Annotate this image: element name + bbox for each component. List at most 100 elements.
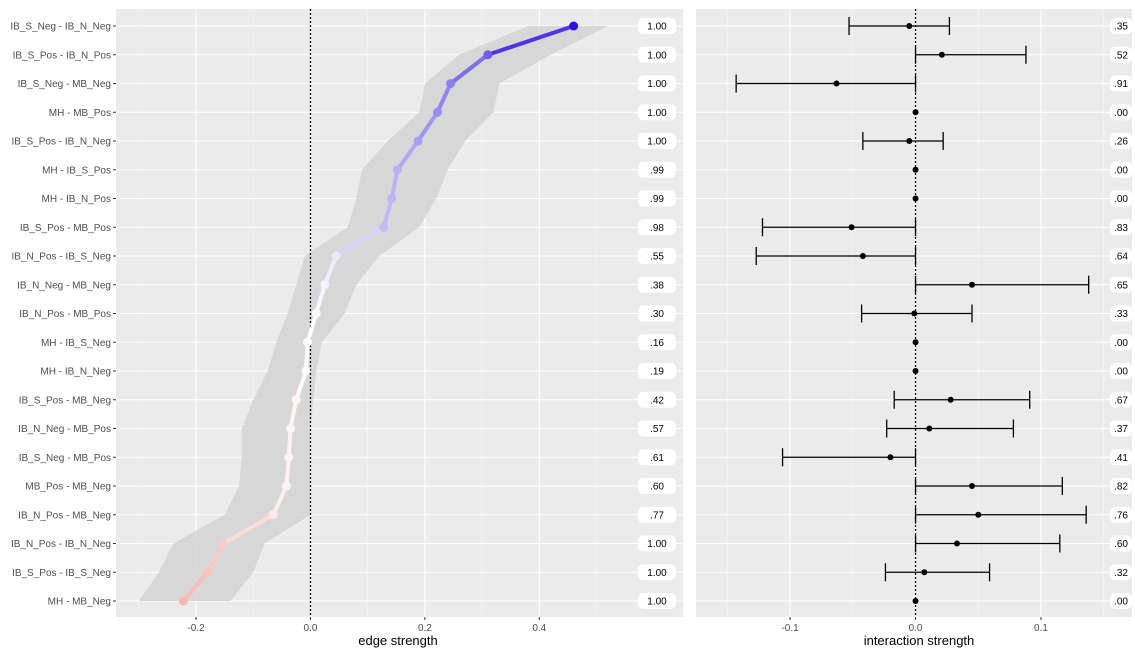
left-value-label: .57 (650, 424, 664, 435)
left-x-tick-label: 0.4 (532, 623, 546, 634)
right-label-box (1110, 593, 1132, 609)
left-x-tick-label: 0.2 (418, 623, 432, 634)
interaction-point (938, 51, 945, 58)
right-label-box (1110, 46, 1132, 63)
edge-line-segment (314, 282, 327, 316)
left-label-box (638, 535, 676, 552)
left-value-label: .99 (650, 165, 664, 176)
right-label-box (1110, 248, 1132, 264)
interaction-point (947, 396, 954, 403)
right-x-tick-label: 0.0 (909, 623, 923, 634)
edge-line-segment (284, 455, 291, 488)
interaction-point (953, 540, 960, 547)
left-value-label: 1.00 (647, 79, 667, 90)
edge-point (301, 366, 311, 376)
right-label-box (1110, 276, 1132, 293)
interaction-point (912, 195, 919, 202)
left-value-label: .30 (650, 309, 664, 320)
left-label-box (638, 305, 676, 322)
right-value-label: .91 (1114, 79, 1128, 90)
right-value-label: .32 (1114, 568, 1128, 579)
interaction-point (912, 109, 919, 116)
left-label-box (638, 190, 676, 207)
right-panel: .35 .52 .91 .00 .26 .00 .00 .83 .64 .65 .33 .00 .00.… (696, 9, 1132, 634)
left-label-box (638, 420, 676, 437)
y-tick-label: IB_S_Pos - MB_Pos (20, 223, 111, 234)
left-value-label: .55 (650, 252, 664, 263)
interaction-point (833, 80, 840, 87)
right-value-label: .37 (1114, 424, 1128, 435)
right-label-box (1110, 564, 1132, 581)
edge-point (179, 596, 189, 606)
edge-point (268, 510, 278, 520)
edge-point (320, 280, 330, 290)
edge-point (203, 567, 213, 577)
interaction-point (926, 425, 933, 432)
interaction-point (906, 138, 913, 144)
edge-line-segment (395, 139, 421, 172)
edge-point (379, 222, 389, 232)
edge-point (331, 251, 341, 261)
left-label-box (638, 46, 676, 63)
left-value-label: .60 (650, 482, 664, 493)
left-value-label: .38 (650, 280, 664, 291)
left-label-box (638, 276, 676, 293)
right-value-label: .00 (1114, 367, 1128, 378)
left-label-box (638, 334, 676, 351)
y-tick-label: IB_S_Neg - MB_Pos (19, 453, 111, 464)
left-label-box (638, 506, 676, 523)
left-label-box (638, 18, 676, 34)
left-label-box (638, 219, 676, 236)
y-tick-label: MH - IB_S_Neg (41, 338, 111, 349)
y-tick-label: MH - IB_S_Pos (42, 165, 111, 176)
left-x-tick-label: 0.0 (304, 623, 318, 634)
interaction-point (906, 23, 913, 29)
left-label-box (638, 363, 676, 379)
right-label-box (1110, 219, 1132, 236)
left-value-label: 1.00 (647, 568, 667, 579)
interaction-point (912, 166, 919, 173)
left-x-axis-title: edge strength (358, 633, 438, 648)
left-label-box (638, 593, 676, 609)
left-value-label: .61 (650, 453, 664, 464)
right-label-box (1110, 104, 1132, 121)
y-tick-label: IB_S_Neg - MB_Neg (18, 79, 111, 90)
edge-point (569, 21, 579, 31)
interaction-point (969, 483, 975, 489)
edge-point (446, 79, 456, 88)
right-label-box (1110, 334, 1132, 351)
edge-point (284, 452, 294, 462)
right-value-label: .00 (1114, 194, 1128, 205)
left-label-box (638, 75, 676, 92)
right-value-label: .41 (1114, 453, 1128, 464)
right-x-tick-label: -0.1 (781, 623, 799, 634)
edge-line-segment (448, 52, 490, 86)
y-tick-label: IB_N_Neg - MB_Pos (18, 424, 111, 435)
right-label-box (1110, 363, 1132, 379)
left-value-label: 1.00 (647, 22, 667, 33)
interaction-point (975, 511, 982, 518)
edge-point (281, 481, 291, 491)
edge-line-segment (389, 167, 400, 201)
edge-line-segment (334, 225, 386, 258)
y-tick-label: IB_S_Pos - IB_N_Neg (12, 137, 112, 148)
y-tick-label: MH - IB_N_Pos (42, 194, 111, 205)
right-label-box (1110, 133, 1132, 149)
interaction-point (859, 253, 866, 259)
y-tick-label: MB_Pos - MB_Neg (25, 482, 111, 493)
left-panel: 1.00 1.00 1.00 1.00 1.00 .99 .99 .98 .55 .38 .30 .1… (10, 9, 683, 634)
edge-line-segment (271, 484, 289, 517)
right-label-box (1110, 478, 1132, 494)
right-label-box (1110, 190, 1132, 207)
interaction-point (921, 569, 928, 576)
edge-line-segment (294, 369, 308, 402)
edge-point (285, 424, 295, 433)
left-label-box (638, 133, 676, 149)
edge-point (219, 539, 229, 548)
y-tick-label: IB_N_Pos - IB_S_Neg (12, 252, 112, 263)
right-label-box (1110, 75, 1132, 92)
right-label-box (1110, 305, 1132, 322)
right-x-axis-title: interaction strength (864, 633, 975, 648)
left-x-tick-label: -0.2 (187, 623, 205, 634)
interaction-point (887, 454, 894, 461)
